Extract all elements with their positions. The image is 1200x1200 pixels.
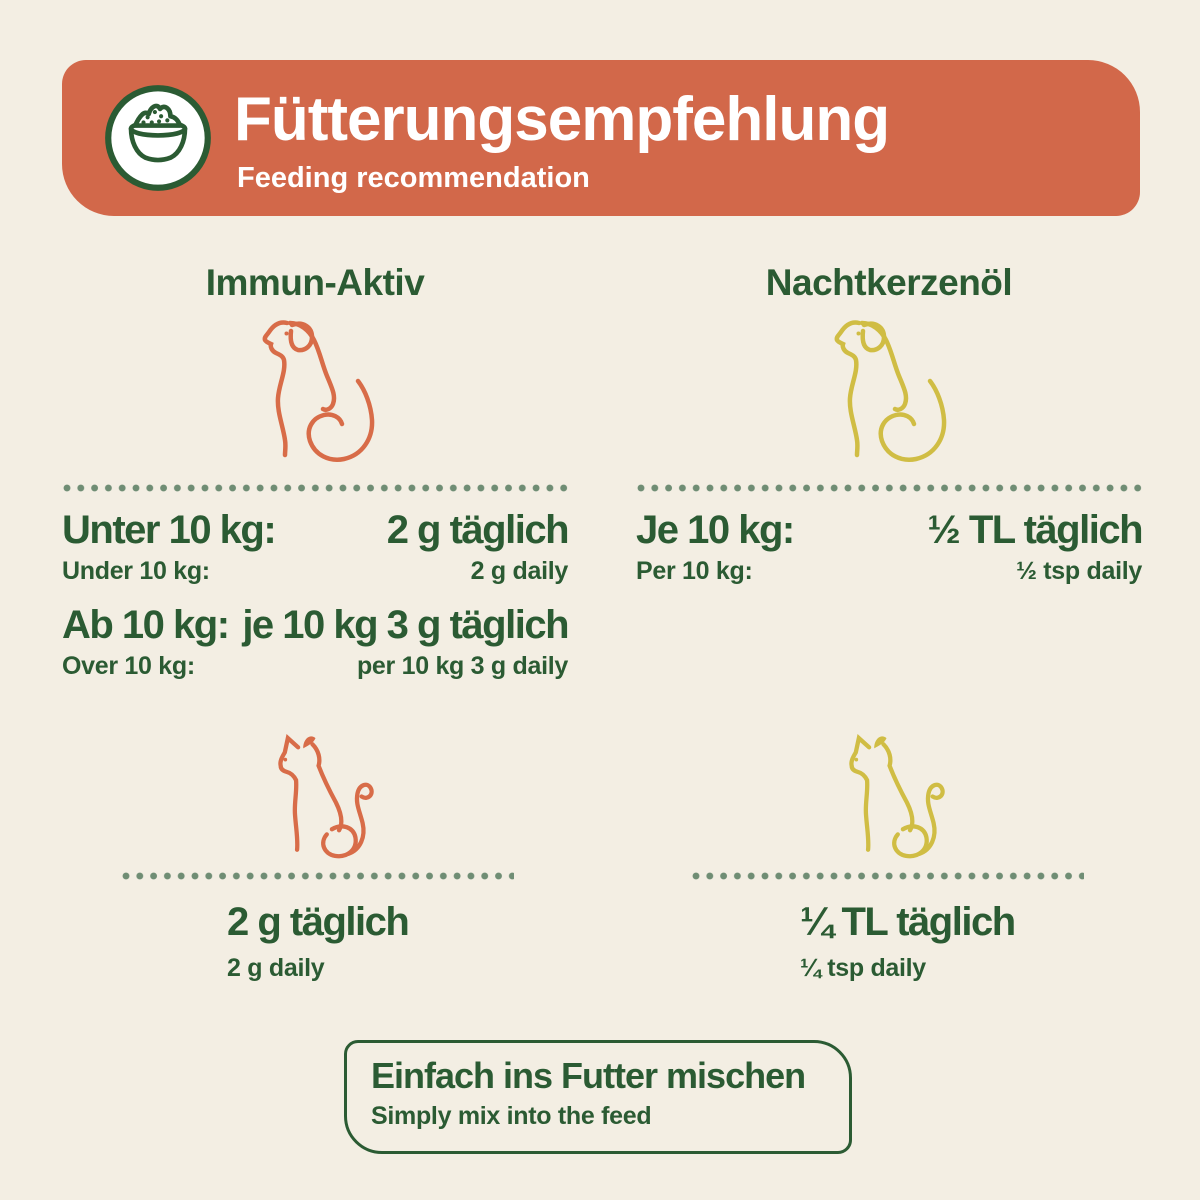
cat-dose-en: 2 g daily <box>227 954 325 982</box>
dotted-divider <box>63 484 569 492</box>
dosage-condition-en: Per 10 kg: <box>636 557 753 585</box>
dosage-row-en: Per 10 kg: ½ tsp daily <box>636 555 1142 588</box>
dog-dosage-right: Je 10 kg: ½ TL täglich Per 10 kg: ½ tsp … <box>636 506 1143 601</box>
dosage-amount-en: per 10 kg 3 g daily <box>356 651 568 680</box>
dotted-divider <box>122 872 514 880</box>
dosage-condition-en: Under 10 kg: <box>62 557 210 585</box>
dosage-amount-en: 2 g daily <box>470 557 569 585</box>
dosage-row-en: Under 10 kg: 2 g daily <box>62 555 568 588</box>
cat-dose-en: ¼ tsp daily <box>800 954 926 982</box>
dosage-condition-de: Ab 10 kg: <box>62 602 230 647</box>
page-title: Fütterungsempfehlung <box>234 85 890 154</box>
dosage-amount-de: ½ TL täglich <box>927 508 1143 552</box>
column-title-nachtkerzenoel: Nachtkerzenöl <box>765 262 1013 303</box>
dog-illustration-yellow <box>802 308 972 478</box>
dosage-condition-en: Over 10 kg: <box>62 651 195 680</box>
header-banner: Fütterungsempfehlung Feeding recommendat… <box>62 60 1140 216</box>
food-bowl-icon <box>102 82 214 194</box>
cat-illustration-yellow <box>826 733 946 861</box>
cat-dose-de: ¼ TL täglich <box>800 900 1016 944</box>
dosage-row-en: Over 10 kg: per 10 kg 3 g daily <box>62 650 568 683</box>
cat-illustration-orange <box>255 733 375 861</box>
instruction-de: Einfach ins Futter mischen <box>371 1055 806 1096</box>
dotted-divider <box>692 872 1084 880</box>
column-title-immun-aktiv: Immun-Aktiv <box>205 262 425 303</box>
dosage-condition-de: Unter 10 kg: <box>62 508 277 552</box>
dosage-amount-en: ½ tsp daily <box>1016 557 1142 585</box>
dotted-divider <box>637 484 1143 492</box>
instruction-en: Simply mix into the feed <box>371 1102 652 1131</box>
dosage-amount-de: je 10 kg 3 g täglich <box>242 602 569 647</box>
dosage-row: Unter 10 kg: 2 g täglich <box>62 506 570 554</box>
cat-dosage-left: 2 g täglich 2 g daily <box>227 898 410 983</box>
dog-dosage-left: Unter 10 kg: 2 g täglich Under 10 kg: 2 … <box>62 506 570 695</box>
dog-illustration-orange <box>230 308 400 478</box>
page-subtitle: Feeding recommendation <box>237 162 590 194</box>
dosage-row: Ab 10 kg: je 10 kg 3 g täglich <box>62 601 569 649</box>
mixing-instruction-box: Einfach ins Futter mischen Simply mix in… <box>344 1040 852 1154</box>
cat-dosage-right: ¼ TL täglich ¼ tsp daily <box>800 898 1016 983</box>
dosage-condition-de: Je 10 kg: <box>636 508 795 552</box>
cat-dose-de: 2 g täglich <box>227 900 410 944</box>
dosage-row: Je 10 kg: ½ TL täglich <box>636 506 1143 554</box>
dosage-amount-de: 2 g täglich <box>386 508 570 552</box>
